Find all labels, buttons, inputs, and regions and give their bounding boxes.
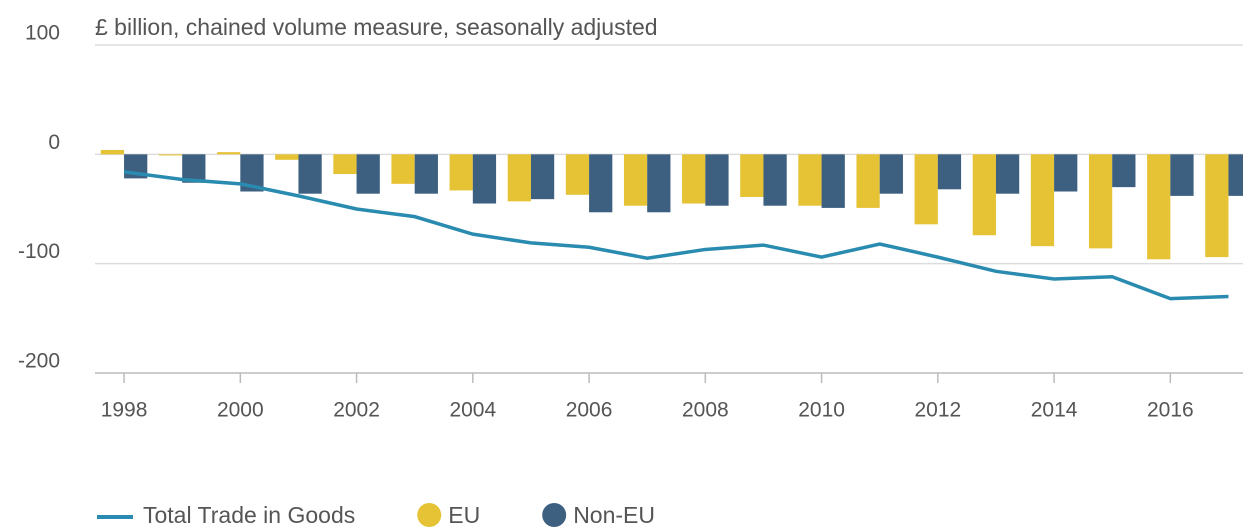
bar <box>995 154 1020 194</box>
chart-subtitle: £ billion, chained volume measure, seaso… <box>95 14 658 40</box>
y-tick-label: 0 <box>48 131 60 154</box>
x-tick-label: 2004 <box>449 399 496 422</box>
bar <box>391 154 415 184</box>
bar <box>158 154 183 156</box>
bar <box>1088 154 1113 249</box>
x-tick-label: 1998 <box>101 399 148 422</box>
legend-label: Non-EU <box>573 502 655 528</box>
x-tick-label: 2006 <box>566 399 613 422</box>
bar <box>647 154 671 213</box>
bar <box>856 154 880 208</box>
bar <box>914 154 938 225</box>
bar <box>972 154 996 236</box>
x-tick-label: 2016 <box>1147 399 1194 422</box>
bar <box>449 154 473 191</box>
legend-swatch <box>417 503 442 527</box>
bar <box>100 149 125 155</box>
bar <box>182 154 206 183</box>
legend-label: EU <box>448 502 480 528</box>
bar <box>1228 154 1243 196</box>
bar <box>1147 154 1171 260</box>
y-tick-label: 100 <box>25 22 60 45</box>
y-tick-label: -100 <box>18 240 60 263</box>
bar <box>298 154 322 194</box>
bar <box>623 154 648 206</box>
bar <box>937 154 962 190</box>
bar <box>240 154 264 192</box>
x-tick-label: 2000 <box>217 399 264 422</box>
bar <box>821 154 845 208</box>
y-tick-label: -200 <box>18 350 60 373</box>
bar <box>682 154 706 204</box>
bar <box>589 154 613 213</box>
bar <box>565 154 590 195</box>
legend-swatch <box>542 503 567 527</box>
bar <box>414 154 438 194</box>
x-tick-label: 2014 <box>1031 399 1078 422</box>
bar <box>356 154 380 194</box>
line <box>123 170 1229 301</box>
legend-label: Total Trade in Goods <box>143 502 355 528</box>
bar <box>1205 154 1229 258</box>
bar <box>1170 154 1194 196</box>
bar <box>740 154 764 197</box>
bar <box>275 154 299 160</box>
bar <box>879 154 903 194</box>
bar <box>1112 154 1136 188</box>
bar <box>472 154 497 204</box>
bar <box>763 154 787 206</box>
bar <box>1030 154 1055 247</box>
x-tick-label: 2010 <box>798 399 845 422</box>
bar <box>217 152 241 155</box>
bar <box>507 154 531 202</box>
bar <box>798 154 822 206</box>
x-tick-label: 2012 <box>914 399 961 422</box>
bar <box>1054 154 1078 192</box>
x-tick-label: 2008 <box>682 399 729 422</box>
bar <box>333 154 357 175</box>
bar <box>705 154 729 206</box>
x-tick-label: 2002 <box>333 399 380 422</box>
bar <box>530 154 555 200</box>
